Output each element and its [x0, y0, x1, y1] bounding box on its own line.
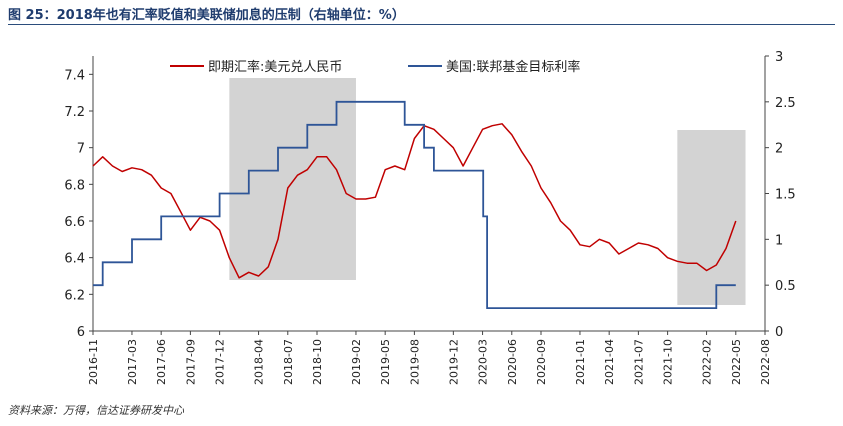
right-tick-label: 2 [775, 142, 783, 157]
x-tick-label: 2022-05 [730, 339, 743, 385]
x-tick-label: 2018-07 [282, 339, 295, 385]
left-tick-label: 7.2 [64, 105, 85, 120]
left-tick-label: 6.8 [64, 178, 85, 193]
x-tick-label: 2021-10 [662, 339, 675, 385]
x-tick-label: 2018-04 [253, 339, 266, 385]
x-tick-label: 2017-06 [155, 339, 168, 385]
left-tick-label: 6.2 [64, 288, 85, 303]
left-tick-label: 6.6 [64, 215, 85, 230]
shaded-period [229, 78, 356, 280]
x-tick-label: 2017-12 [214, 339, 227, 385]
left-tick-label: 7 [77, 142, 85, 157]
series-lines [92, 100, 737, 309]
x-tick-label: 2022-02 [701, 339, 714, 385]
x-tick-label: 2019-05 [379, 339, 392, 385]
x-tick-label: 2021-07 [632, 339, 645, 385]
right-tick-label: 3 [775, 50, 783, 65]
left-tick-label: 6 [77, 325, 85, 340]
x-tick-label: 2022-08 [759, 339, 772, 385]
series-line-rate [93, 100, 736, 309]
x-tick-label: 2021-01 [574, 339, 587, 385]
x-tick-label: 2020-06 [506, 339, 519, 385]
x-tick-label: 2017-09 [184, 339, 197, 385]
legend: 即期汇率:美元兑人民币 美国:联邦基金目标利率 [170, 59, 580, 75]
x-tick-label: 2021-04 [603, 339, 616, 385]
right-tick-label: 0 [775, 325, 783, 340]
x-tick-label: 2019-12 [447, 339, 460, 385]
left-tick-label: 6.4 [64, 252, 85, 267]
shaded-period [677, 130, 746, 305]
legend-label: 即期汇率:美元兑人民币 [208, 59, 342, 75]
right-tick-label: 1 [775, 233, 783, 248]
right-tick-label: 0.5 [775, 279, 796, 294]
right-tick-label: 2.5 [775, 96, 796, 111]
right-tick-label: 1.5 [775, 188, 796, 203]
left-tick-label: 7.4 [64, 68, 85, 83]
axes: 6 6.2 6.4 6.6 6.8 7 7.2 7.4 0 0.5 1 1.5 2 2.5 3 2016-11… [64, 50, 795, 385]
legend-label: 美国:联邦基金目标利率 [446, 59, 580, 75]
x-tick-label: 2017-03 [126, 339, 139, 385]
series-line-fx [92, 123, 737, 279]
chart-title: 图 25：2018年也有汇率贬值和美联储加息的压制（右轴单位：%） [8, 8, 405, 23]
x-tick-label: 2019-08 [408, 339, 421, 385]
shaded-periods [229, 78, 746, 305]
chart: 6 6.2 6.4 6.6 6.8 7 7.2 7.4 0 0.5 1 1.5 2 2.5 3 2016-11… [64, 50, 795, 385]
x-tick-label: 2019-02 [350, 339, 363, 385]
x-tick-label: 2020-09 [535, 339, 548, 385]
x-tick-label: 2016-11 [87, 339, 100, 385]
source-note: 资料来源：万得，信达证券研发中心 [8, 404, 184, 417]
title-bar: 图 25：2018年也有汇率贬值和美联储加息的压制（右轴单位：%） [8, 2, 835, 25]
x-tick-label: 2020-03 [477, 339, 490, 385]
x-tick-label: 2018-10 [311, 339, 324, 385]
